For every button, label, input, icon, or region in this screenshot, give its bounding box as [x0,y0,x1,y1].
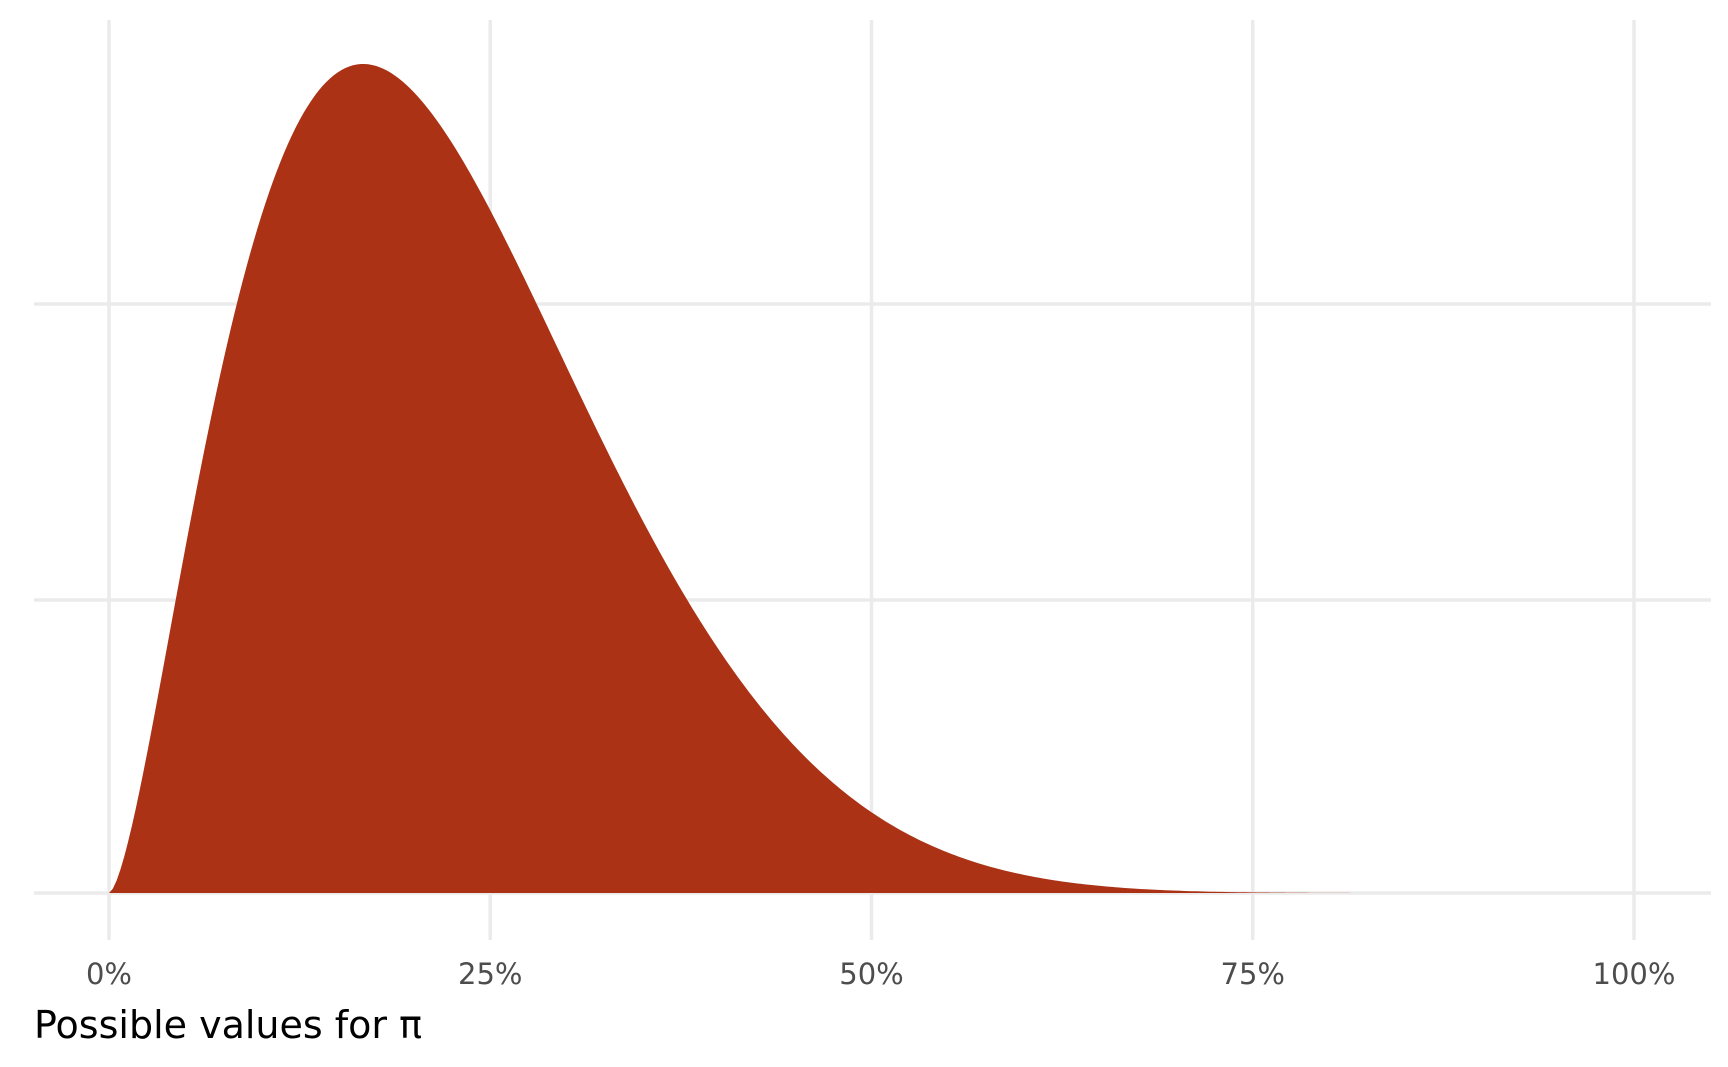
x-axis-title: Possible values for π [34,1003,422,1047]
x-tick-labels: 0% 25% 50% 75% 100% [86,957,1675,991]
density-area [109,64,1634,893]
x-tick-label-1: 25% [458,957,522,991]
x-tick-label-3: 75% [1221,957,1285,991]
x-tick-label-2: 50% [839,957,903,991]
x-tick-label-0: 0% [86,957,132,991]
data-layer [109,64,1634,893]
x-tick-label-4: 100% [1593,957,1676,991]
